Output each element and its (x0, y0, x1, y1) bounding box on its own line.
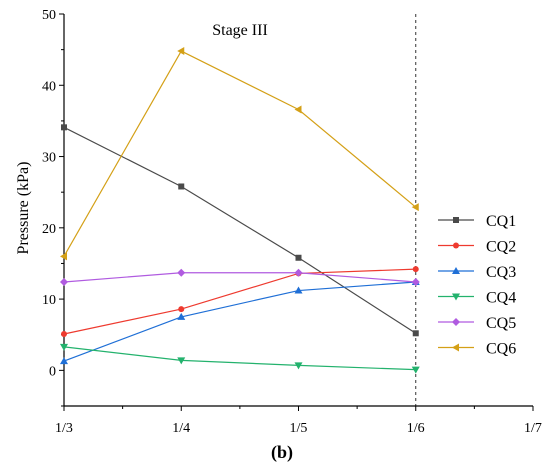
data-point-marker (61, 124, 67, 131)
stage-annotation: Stage III (212, 22, 268, 39)
legend-item-cq1: CQ1 (438, 213, 516, 230)
legend: CQ1 CQ2 CQ3 CQ4 CQ5 CQ6 (438, 213, 516, 358)
data-point-marker (60, 277, 68, 286)
legend-label: CQ6 (486, 341, 516, 358)
data-point-marker (294, 268, 303, 277)
legend-label: CQ4 (486, 290, 516, 307)
series-line (63, 50, 417, 257)
series-cq2 (61, 266, 419, 338)
data-point-marker (60, 357, 68, 365)
data-point-marker (452, 343, 459, 352)
data-point-marker (412, 266, 419, 273)
data-point-marker (412, 330, 419, 337)
series-cq5 (60, 268, 420, 286)
data-point-marker (294, 105, 302, 114)
data-point-marker (177, 312, 186, 320)
x-tick-label: 1/7 (524, 421, 542, 436)
data-point-marker (411, 366, 420, 374)
data-point-marker (294, 286, 303, 294)
series-line (63, 272, 416, 283)
axes: 0 10 20 30 40 50 1/3 1/4 1/5 1/6 1/7 (42, 8, 542, 436)
legend-item-cq6: CQ6 (438, 341, 516, 358)
data-point-marker (61, 331, 67, 338)
data-point-marker (177, 268, 186, 277)
series-line (63, 126, 417, 334)
legend-item-cq5: CQ5 (438, 315, 516, 332)
legend-label: CQ1 (486, 213, 516, 230)
legend-label: CQ3 (486, 264, 516, 281)
legend-item-cq4: CQ4 (438, 290, 516, 307)
series-layer (60, 47, 420, 374)
series-cq6 (60, 47, 419, 261)
data-point-marker (411, 277, 420, 286)
data-point-marker (60, 343, 68, 351)
panel-label: (b) (271, 442, 293, 463)
data-point-marker (60, 252, 67, 261)
y-tick-label: 50 (42, 8, 56, 23)
series-line (63, 346, 416, 371)
y-tick-label: 0 (49, 364, 56, 379)
series-line (63, 268, 416, 335)
data-point-marker (453, 242, 459, 249)
y-tick-label: 40 (42, 79, 56, 94)
data-point-marker (452, 293, 460, 301)
x-tick-label: 1/3 (55, 421, 73, 436)
legend-label: CQ2 (486, 239, 516, 256)
y-axis-label: Pressure (kPa) (15, 162, 32, 255)
data-point-marker (177, 357, 186, 365)
data-point-marker (294, 362, 303, 370)
series-cq4 (60, 343, 420, 374)
y-tick-label: 10 (42, 293, 56, 308)
data-point-marker (178, 183, 185, 190)
data-point-marker (452, 267, 460, 274)
data-point-marker (452, 318, 460, 326)
data-point-marker (177, 47, 185, 56)
x-tick-label: 1/6 (407, 421, 425, 436)
legend-item-cq3: CQ3 (438, 264, 516, 281)
data-point-marker (295, 254, 302, 261)
data-point-marker (453, 217, 459, 223)
series-cq1 (61, 124, 419, 337)
y-tick-label: 20 (42, 222, 56, 237)
data-point-marker (178, 306, 185, 313)
legend-label: CQ5 (486, 315, 516, 332)
data-point-marker (411, 203, 419, 212)
legend-item-cq2: CQ2 (438, 239, 516, 256)
series-line (63, 281, 416, 362)
x-tick-label: 1/4 (172, 421, 190, 436)
y-tick-label: 30 (42, 151, 56, 166)
x-tick-label: 1/5 (290, 421, 308, 436)
